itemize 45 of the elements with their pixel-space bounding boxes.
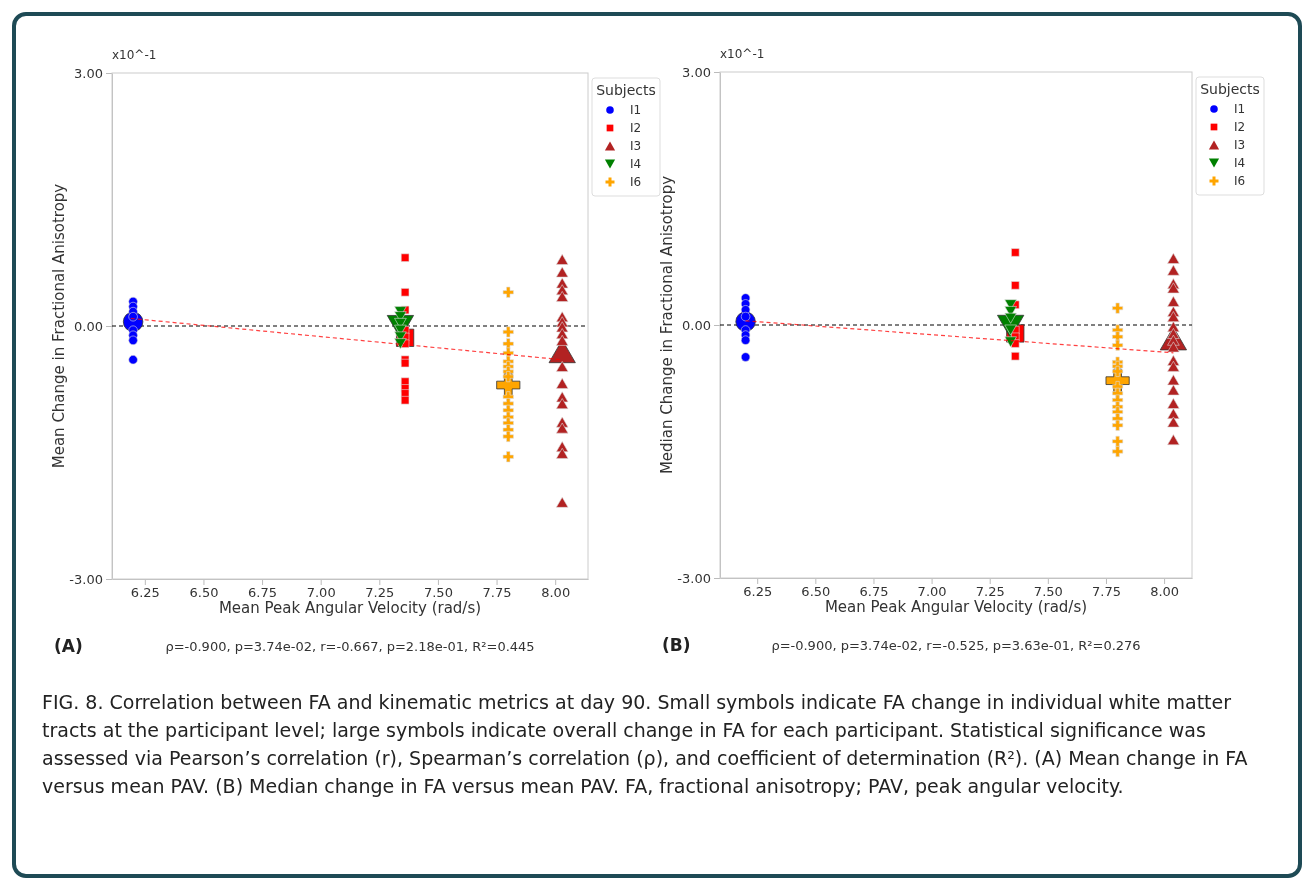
- x-tick-label: 7.50: [423, 585, 453, 601]
- caption: FIG. 8. Correlation between FA and kinematic metrics at day 90. Small symbols indicate FA change in individual white matter tracts at the participant level; large symbols indicate overall change in FA for each participant. Statistical significance was assessed via Pearson’s correlation (r), Spearman’s correlation (ρ), and coefficient of determination (R²). (A) Mean change in FA versus mean PAV. (B) Median change in FA versus mean PAV. FA, fractional anisotropy; PAV, peak angular velocity.: [42, 690, 1249, 799]
- legend-label: I6: [1234, 174, 1246, 188]
- x-tick-label: 8.00: [1150, 584, 1180, 600]
- y-tick-label: 0.00: [682, 317, 711, 333]
- legend-label: I1: [630, 103, 642, 117]
- y-tick-label: -3.00: [69, 571, 103, 587]
- x-tick-label: 6.25: [130, 585, 160, 601]
- y-tick-label: 3.00: [74, 65, 103, 81]
- legend-label: I2: [1234, 120, 1246, 134]
- x-tick-label: 6.50: [189, 585, 219, 601]
- text: x10^-1: [720, 47, 765, 61]
- text: (B): [662, 635, 691, 655]
- legend-label: I1: [1234, 102, 1246, 116]
- legend-label: I4: [1234, 156, 1246, 170]
- legend-label: I3: [1234, 138, 1246, 152]
- x-tick-label: 7.00: [306, 585, 336, 601]
- text: (A): [54, 636, 83, 656]
- x-tick-label: 6.50: [801, 584, 831, 600]
- y-tick-label: 3.00: [682, 64, 711, 80]
- legend-label: I6: [630, 175, 642, 189]
- x-tick-label: 6.75: [859, 584, 889, 600]
- y-axis-title: Median Change in Fractional Anisotropy: [658, 175, 676, 475]
- x-tick-label: 7.00: [917, 584, 947, 600]
- x-axis-title: Mean Peak Angular Velocity (rad/s): [824, 598, 1088, 616]
- legend-title: Subjects: [1200, 81, 1260, 97]
- text: ρ=-0.900, p=3.74e-02, r=-0.667, p=2.18e-01, R²=0.445: [165, 639, 535, 654]
- x-tick-label: 7.50: [1033, 584, 1063, 600]
- legend-title: Subjects: [596, 82, 656, 98]
- x-tick-label: 7.75: [1091, 584, 1121, 600]
- x-tick-label: 7.75: [482, 585, 512, 601]
- text: ρ=-0.900, p=3.74e-02, r=-0.525, p=3.63e-01, R²=0.276: [771, 638, 1141, 653]
- y-axis-title: Mean Change in Fractional Anisotropy: [50, 183, 68, 469]
- text: x10^-1: [112, 48, 157, 62]
- x-tick-label: 7.25: [365, 585, 395, 601]
- x-tick-label: 6.75: [248, 585, 278, 601]
- x-tick-label: 6.25: [743, 584, 773, 600]
- x-tick-label: 8.00: [541, 585, 571, 601]
- y-tick-label: 0.00: [74, 318, 103, 334]
- x-axis-title: Mean Peak Angular Velocity (rad/s): [218, 599, 482, 617]
- x-tick-label: 7.25: [975, 584, 1005, 600]
- legend-label: I4: [630, 157, 642, 171]
- legend-label: I2: [630, 121, 642, 135]
- legend-label: I3: [630, 139, 642, 153]
- y-tick-label: -3.00: [677, 570, 711, 586]
